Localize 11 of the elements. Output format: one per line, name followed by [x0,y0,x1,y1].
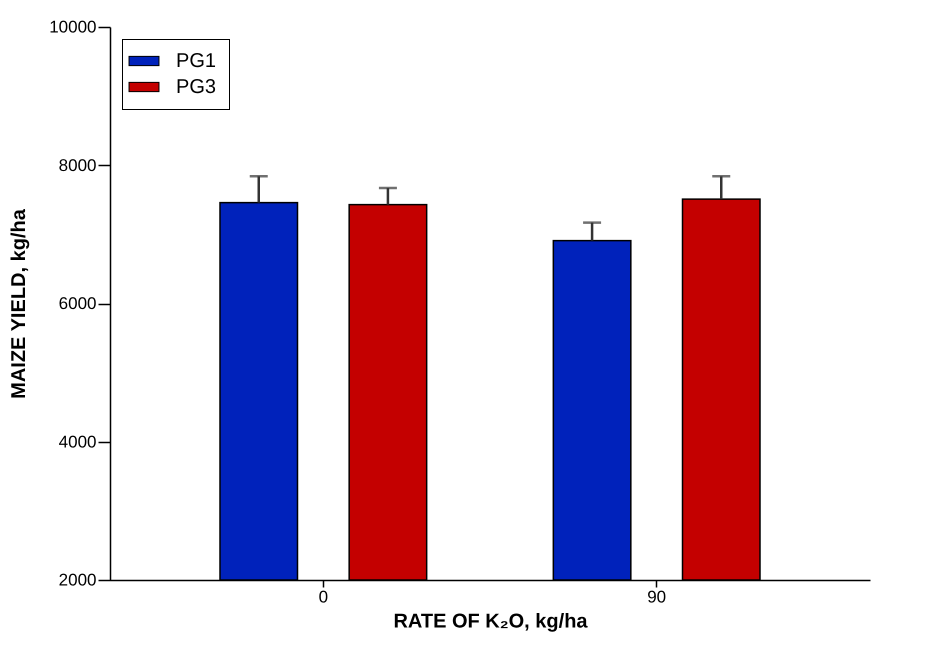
y-tick-label: 6000 [58,294,96,313]
y-tick-label: 8000 [58,156,96,175]
legend-label: PG1 [176,50,216,72]
y-tick-label: 2000 [58,570,96,590]
x-tick-label: 90 [647,588,666,606]
y-tick-label: 10000 [49,18,96,36]
x-axis-title: RATE OF K₂O, kg/ha [393,610,588,632]
legend-label: PG3 [176,76,216,98]
y-tick-label: 4000 [58,432,96,452]
x-tick-label: 0 [318,588,328,606]
y-axis-title: MAIZE YIELD, kg/ha [8,208,30,399]
